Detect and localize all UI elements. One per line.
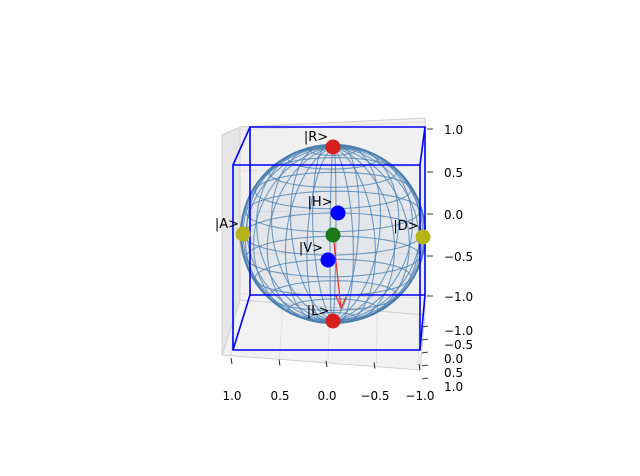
tick-horizontal — [373, 362, 376, 369]
point-h — [330, 205, 346, 221]
point-l — [325, 313, 341, 329]
tick-label-depth: 0.0 — [444, 352, 463, 366]
vector-shaft — [332, 233, 342, 309]
axis-ticks: 1.00.50.0−0.5−1.01.0 0.5 0.0 −0.5 −1.0−1.0−0… — [222, 123, 473, 403]
tick-depth — [421, 364, 429, 367]
box-edge — [419, 294, 426, 351]
tick-label-vertical: −0.5 — [444, 250, 473, 264]
point-center — [325, 227, 341, 243]
bounding-box — [232, 126, 426, 351]
tick-horizontal — [325, 360, 328, 368]
tick-label-horizontal: 1.0 — [222, 389, 241, 403]
tick-label-depth: 0.5 — [444, 366, 463, 380]
box-edge — [232, 126, 251, 166]
tick-depth — [421, 377, 429, 380]
point-a — [235, 226, 251, 242]
label-l: |L> — [307, 304, 330, 319]
point-d — [415, 229, 431, 245]
box-edge — [419, 126, 426, 166]
state-vector — [332, 233, 347, 310]
point-v — [320, 252, 336, 268]
tick-label-horizontal: 0.0 — [317, 389, 336, 403]
tick-label-horizontal: −1.0 — [405, 389, 434, 403]
label-v: |V> — [299, 241, 323, 256]
tick-label-vertical: 1.0 — [444, 123, 463, 137]
point-r — [325, 139, 341, 155]
gridline-floor — [417, 313, 420, 368]
tick-depth — [421, 338, 429, 341]
tick-label-vertical: 0.0 — [444, 208, 463, 222]
label-a: |A> — [215, 217, 239, 232]
vector-arrowhead — [335, 295, 347, 310]
gridline-floor — [376, 310, 378, 365]
tick-horizontal — [418, 363, 421, 371]
label-r: |R> — [304, 130, 328, 145]
tick-label-depth: 1.0 — [444, 380, 463, 394]
tick-label-vertical: −1.0 — [444, 290, 473, 304]
tick-label-horizontal: 0.5 — [270, 389, 289, 403]
tick-depth — [421, 351, 429, 354]
gridline-floor — [279, 303, 284, 359]
state-labels: |R> |L> |H> |V> |A> |D> — [215, 130, 419, 319]
tick-label-depth: −1.0 — [444, 324, 473, 338]
tick-label-vertical: 0.5 — [444, 166, 463, 180]
tick-label-depth: −0.5 — [444, 338, 473, 352]
tick-label-horizontal: −0.5 — [360, 389, 389, 403]
box-edge — [232, 294, 251, 351]
tick-horizontal — [230, 357, 233, 365]
tick-depth — [421, 325, 429, 328]
state-points — [235, 139, 431, 329]
label-h: |H> — [307, 195, 332, 210]
label-d: |D> — [393, 219, 418, 234]
gridline-back-h — [239, 121, 426, 131]
tick-horizontal — [278, 359, 281, 366]
